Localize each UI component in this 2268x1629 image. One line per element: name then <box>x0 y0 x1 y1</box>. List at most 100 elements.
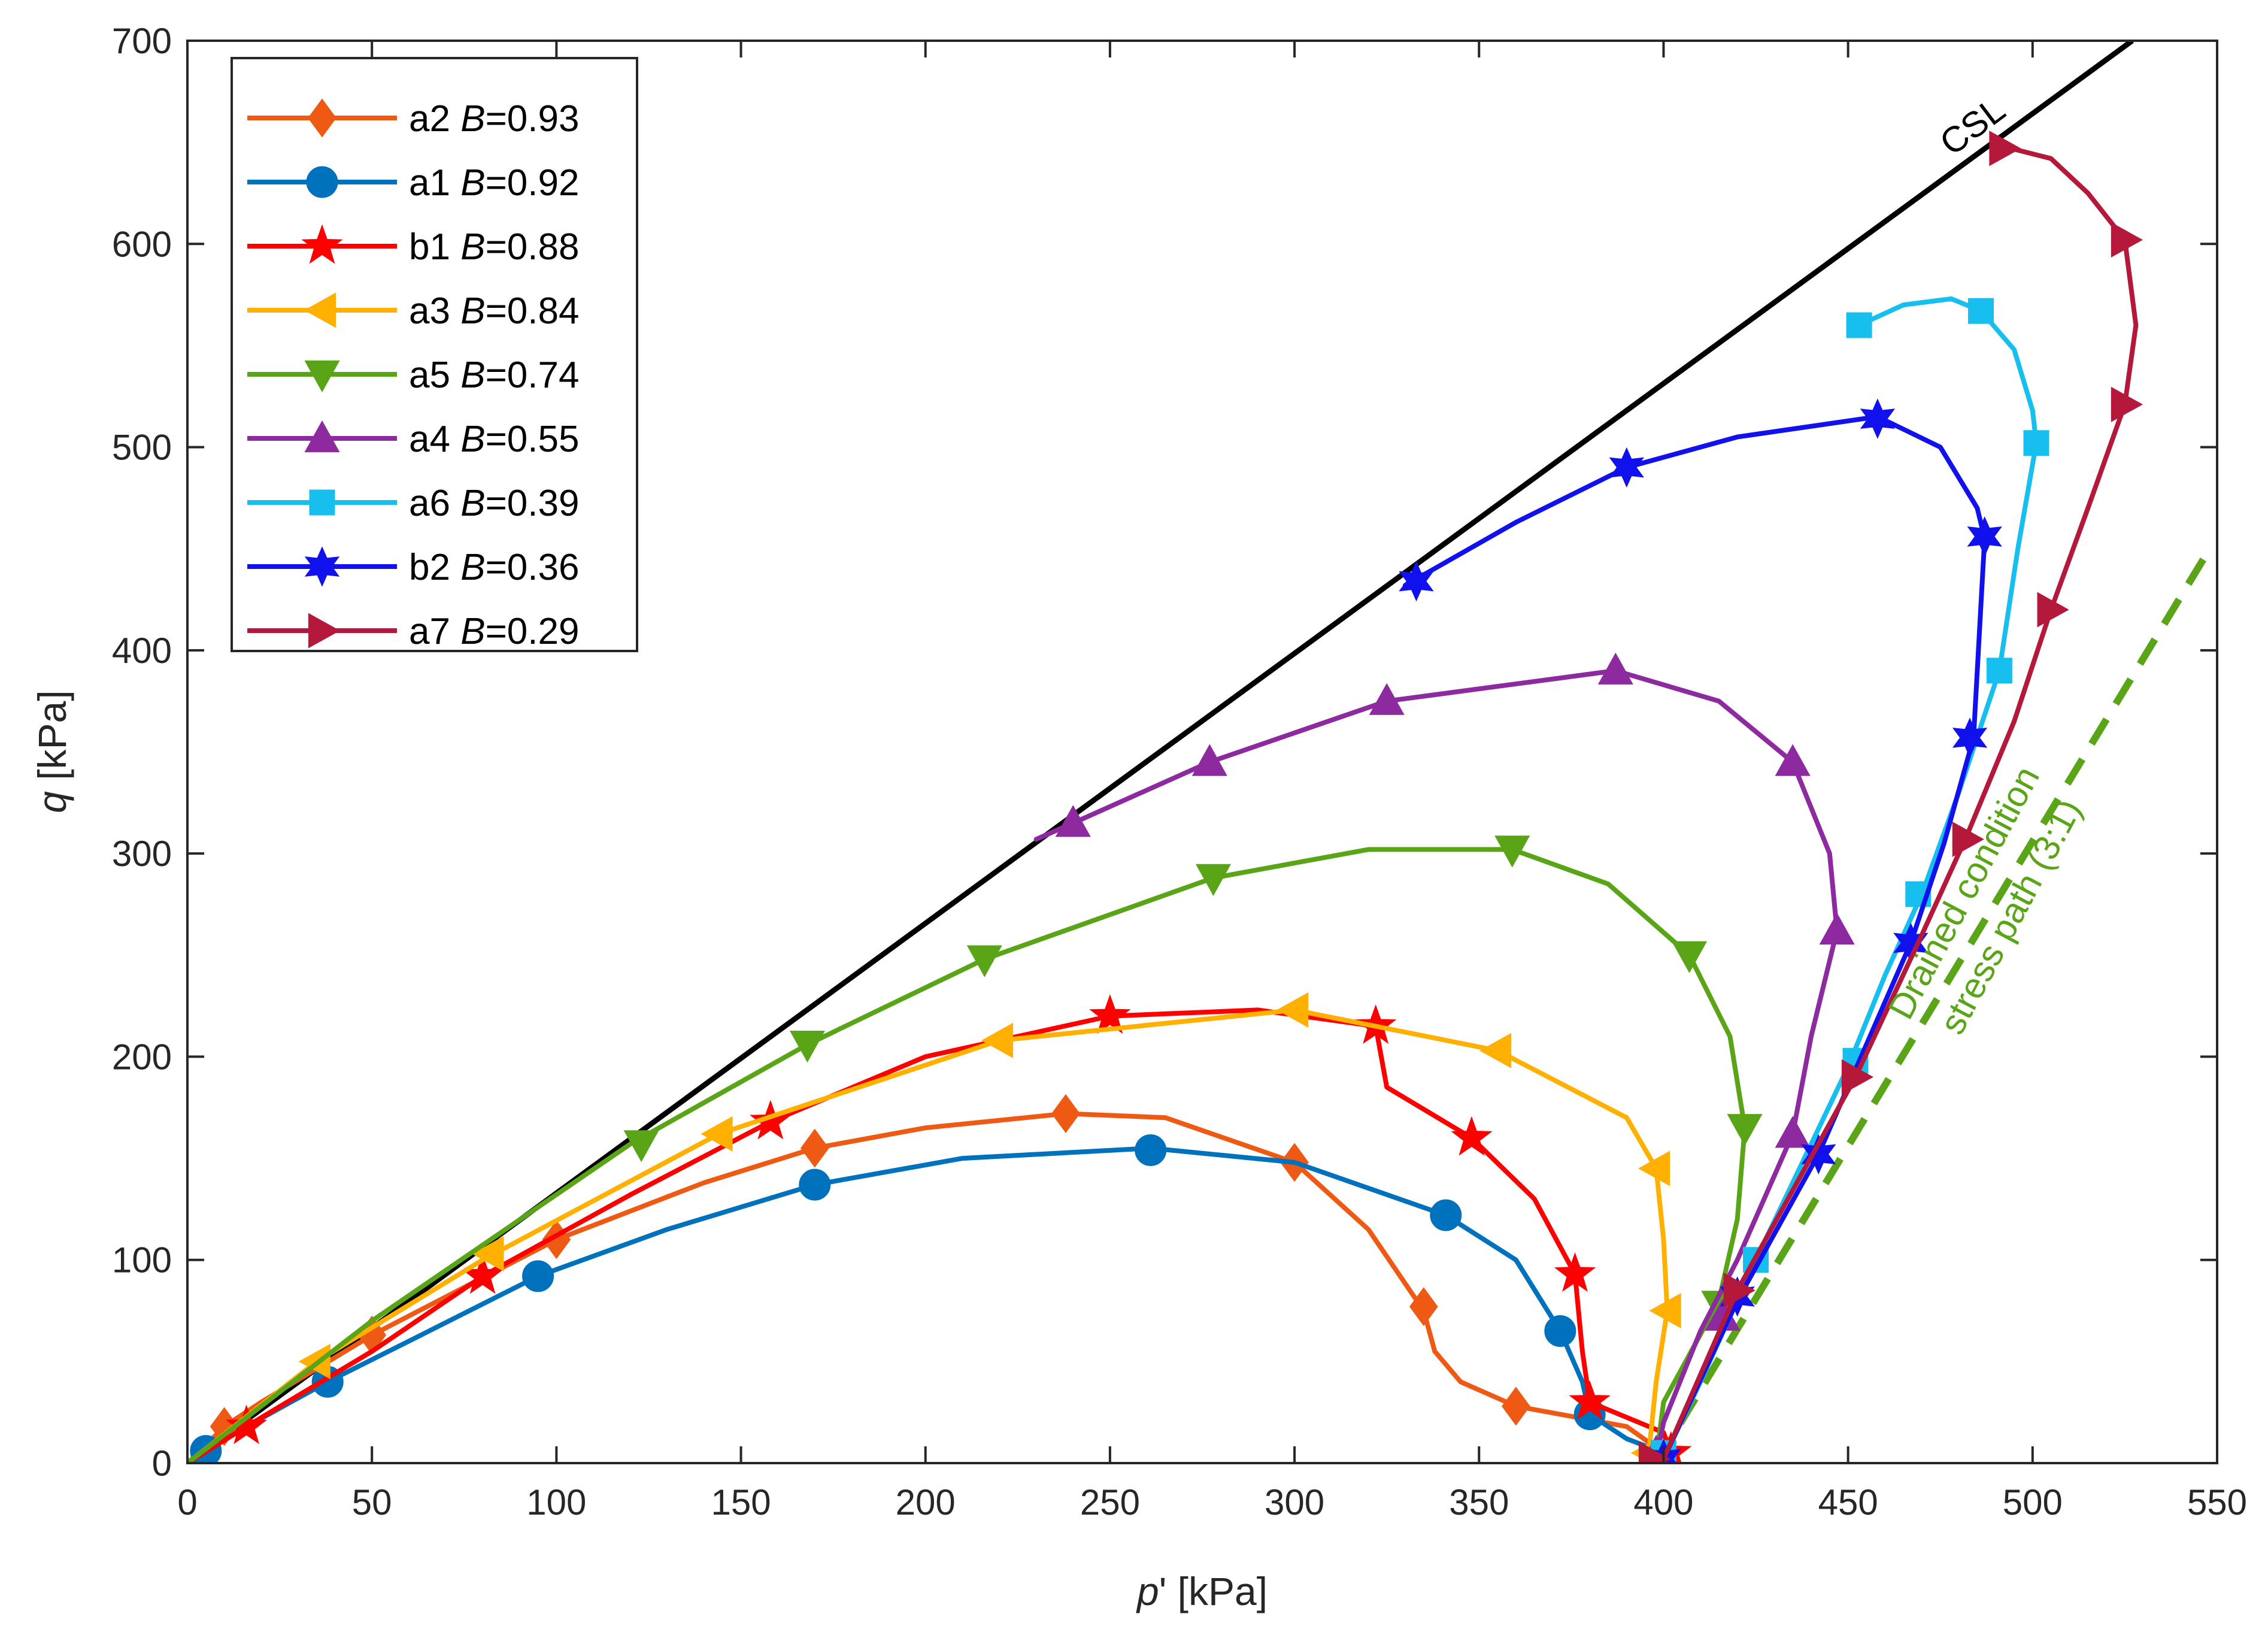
data-point-a3 <box>1638 1150 1670 1186</box>
data-point-a2 <box>1051 1094 1080 1133</box>
legend-box <box>231 57 638 652</box>
legend-b-value: =0.88 <box>486 226 580 268</box>
legend-label: b1 B=0.88 <box>409 226 579 268</box>
legend-b-value: =0.29 <box>486 611 580 652</box>
legend-entry-a2: a2 B=0.93 <box>247 98 579 140</box>
y-tick-label: 400 <box>112 631 172 671</box>
data-point-a6 <box>1986 658 2012 684</box>
data-point-a7 <box>1638 1441 1671 1463</box>
data-point-a5 <box>789 1030 826 1063</box>
legend-marker <box>308 613 341 649</box>
data-point-a5 <box>623 1130 659 1162</box>
y-tick-label: 500 <box>112 428 172 468</box>
legend-entry-a3: a3 B=0.84 <box>247 290 579 332</box>
legend-b-value: =0.84 <box>486 290 580 332</box>
x-tick-label: 150 <box>711 1482 771 1522</box>
legend-b-symbol: B <box>460 226 485 268</box>
x-tick-label: 550 <box>2187 1482 2247 1522</box>
data-point-b2 <box>1609 447 1645 488</box>
data-point-a6 <box>2023 430 2049 456</box>
data-point-a4 <box>1055 805 1091 837</box>
data-point-a3 <box>1649 1292 1681 1329</box>
legend-label: a7 B=0.29 <box>409 611 579 652</box>
data-point-a4 <box>1819 912 1855 945</box>
legend-b-symbol: B <box>460 547 485 588</box>
data-point-a7 <box>1841 1059 1874 1095</box>
legend-label: a2 B=0.93 <box>409 98 579 140</box>
x-tick-label: 50 <box>352 1482 392 1522</box>
legend-series-name: a4 <box>409 419 460 460</box>
legend-marker <box>304 360 340 393</box>
x-tick-label: 300 <box>1265 1482 1324 1522</box>
legend-marker <box>304 420 340 453</box>
data-point-a1 <box>1430 1199 1462 1231</box>
legend-series-name: b2 <box>409 547 460 588</box>
legend-label: a6 B=0.39 <box>409 483 579 524</box>
y-axis-label-symbol: q <box>30 791 74 813</box>
drained-line <box>1653 553 2209 1463</box>
data-point-a5 <box>1494 835 1530 868</box>
y-tick-label: 100 <box>112 1240 172 1280</box>
legend-b-symbol: B <box>460 483 485 524</box>
data-point-b2 <box>1399 561 1434 602</box>
legend-marker <box>304 292 336 328</box>
legend-label: b2 B=0.36 <box>409 547 579 588</box>
data-point-a7 <box>1952 821 1984 857</box>
legend-series-name: a2 <box>409 98 460 140</box>
legend-entry-b2: b2 B=0.36 <box>247 546 579 588</box>
legend-b-value: =0.39 <box>486 483 580 524</box>
axis-ticks: 0 50 100 150 200 250 300 350 400 450 500 550 0 100 200… <box>112 21 2247 1522</box>
data-point-a6 <box>1968 298 1994 324</box>
data-point-a3 <box>701 1116 733 1152</box>
legend-entry-a6: a6 B=0.39 <box>247 483 579 524</box>
legend-marker <box>309 489 335 516</box>
plot-frame <box>186 40 2218 1464</box>
legend-entry-b1: b1 B=0.88 <box>247 224 579 268</box>
legend-entry-a1: a1 B=0.92 <box>247 162 579 204</box>
series-line-a7 <box>1661 144 2139 1462</box>
data-point-a7 <box>2037 592 2069 628</box>
series-line-b1 <box>187 1007 1673 1463</box>
legend-b-symbol: B <box>460 419 485 460</box>
x-axis-label: p' [kPa] <box>1136 1569 1268 1613</box>
legend-marker <box>308 98 336 138</box>
data-point-a4 <box>1597 652 1633 685</box>
data-point-b2 <box>1801 1134 1836 1175</box>
x-tick-label: 350 <box>1449 1482 1509 1522</box>
y-axis-label: q [kPa] <box>30 690 74 813</box>
data-point-a2 <box>1502 1386 1530 1426</box>
data-point-a2 <box>800 1128 829 1168</box>
legend-b-symbol: B <box>460 611 485 652</box>
legend-label: a1 B=0.92 <box>409 162 579 204</box>
legend-b-symbol: B <box>460 162 485 204</box>
data-point-a7 <box>2111 222 2143 258</box>
data-point-a2 <box>1409 1287 1438 1327</box>
legend-series-name: a3 <box>409 290 460 332</box>
legend-label: a3 B=0.84 <box>409 290 579 332</box>
data-point-a5 <box>966 945 1002 977</box>
legend-b-value: =0.93 <box>486 98 580 140</box>
y-tick-label: 600 <box>112 224 172 264</box>
data-point-a4 <box>1775 744 1811 776</box>
data-point-b1 <box>750 1100 792 1140</box>
series-a7 <box>1638 131 2143 1463</box>
legend-marker <box>306 166 338 198</box>
data-point-a4 <box>1191 744 1227 776</box>
data-point-a7 <box>2111 386 2143 422</box>
legend-entry-a7: a7 B=0.29 <box>247 611 579 652</box>
legend-b-symbol: B <box>460 290 485 332</box>
y-tick-label: 200 <box>112 1037 172 1077</box>
x-axis-label-symbol: p <box>1136 1569 1159 1613</box>
data-point-a3 <box>1479 1032 1512 1068</box>
legend-entry-a4: a4 B=0.55 <box>247 419 579 460</box>
legend-label: a5 B=0.74 <box>409 355 579 396</box>
y-tick-label: 300 <box>112 834 172 874</box>
data-point-a1 <box>1135 1134 1167 1166</box>
x-axis-label-unit: ' [kPa] <box>1159 1569 1268 1613</box>
x-tick-label: 100 <box>526 1482 586 1522</box>
data-point-a7 <box>1723 1273 1755 1309</box>
data-point-a7 <box>1989 131 2021 166</box>
x-tick-label: 0 <box>177 1482 197 1522</box>
data-point-a1 <box>1544 1315 1576 1347</box>
